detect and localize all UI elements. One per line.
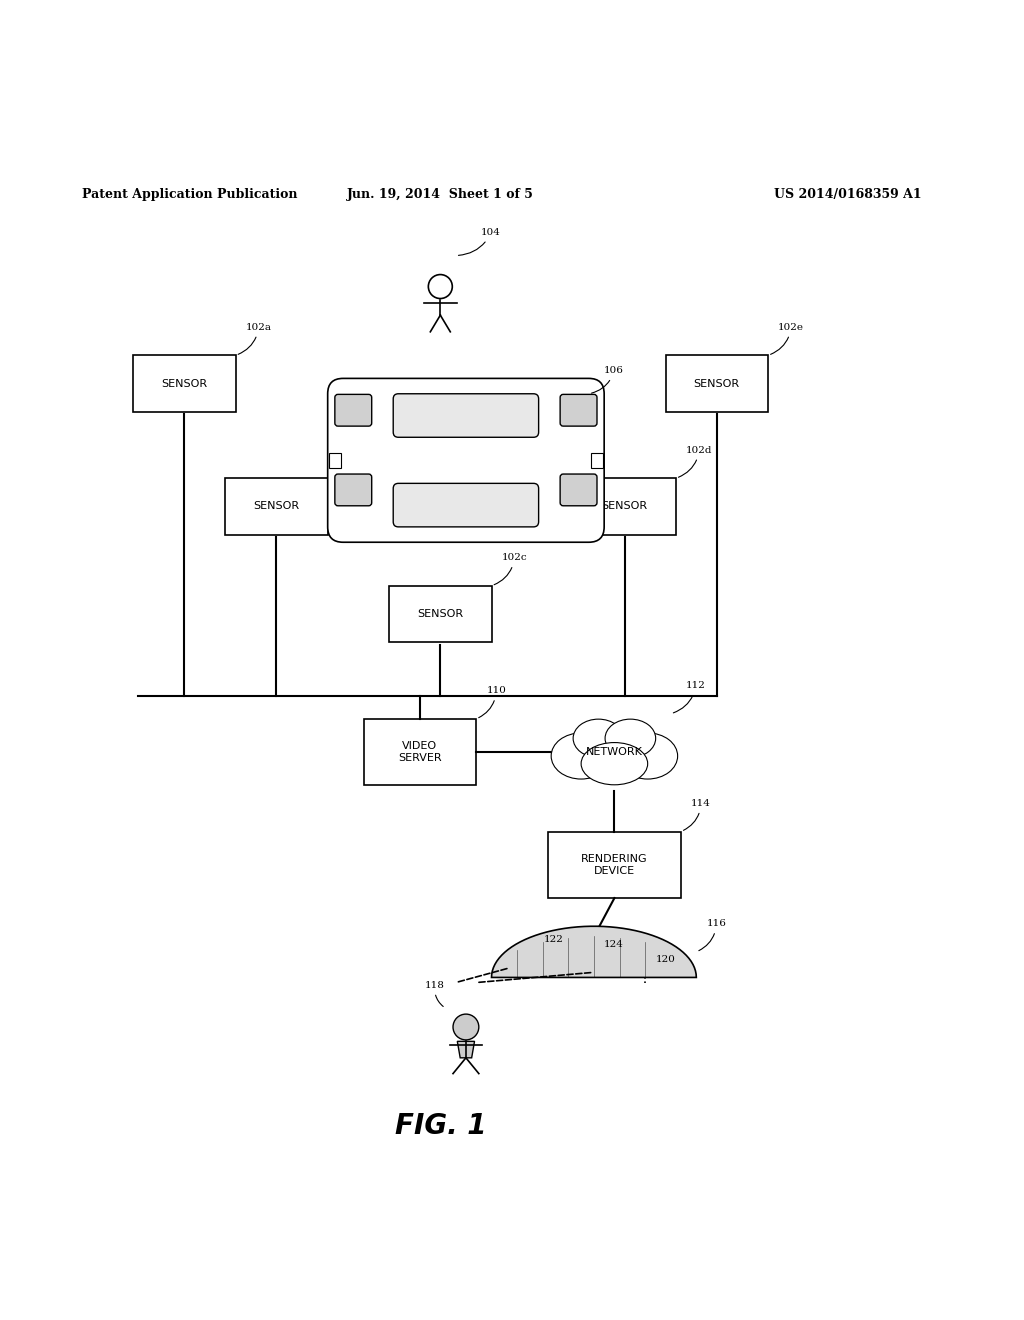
FancyBboxPatch shape	[548, 832, 681, 898]
Ellipse shape	[573, 719, 624, 758]
Text: 112: 112	[674, 681, 706, 713]
Text: 114: 114	[683, 799, 711, 830]
Text: RENDERING
DEVICE: RENDERING DEVICE	[581, 854, 648, 876]
Text: 110: 110	[478, 686, 506, 718]
FancyBboxPatch shape	[393, 393, 539, 437]
Text: 102e: 102e	[771, 323, 804, 354]
Text: 120: 120	[655, 956, 675, 964]
Text: SENSOR: SENSOR	[601, 502, 648, 511]
Polygon shape	[458, 1041, 474, 1057]
Text: 122: 122	[544, 935, 563, 944]
Text: 104: 104	[459, 228, 501, 255]
FancyBboxPatch shape	[389, 586, 492, 642]
Ellipse shape	[574, 725, 654, 779]
Text: US 2014/0168359 A1: US 2014/0168359 A1	[774, 187, 922, 201]
FancyBboxPatch shape	[560, 474, 597, 506]
Text: SENSOR: SENSOR	[161, 379, 208, 388]
Text: 116: 116	[698, 919, 726, 950]
Ellipse shape	[582, 743, 647, 785]
Text: Patent Application Publication: Patent Application Publication	[82, 187, 297, 201]
Text: SENSOR: SENSOR	[253, 502, 300, 511]
Text: NETWORK: NETWORK	[586, 747, 643, 758]
Ellipse shape	[551, 733, 611, 779]
Text: Jun. 19, 2014  Sheet 1 of 5: Jun. 19, 2014 Sheet 1 of 5	[347, 187, 534, 201]
Text: 102c: 102c	[495, 553, 527, 585]
Polygon shape	[492, 927, 696, 977]
FancyBboxPatch shape	[364, 719, 476, 785]
FancyBboxPatch shape	[328, 379, 604, 543]
Ellipse shape	[605, 719, 655, 758]
Text: 102a: 102a	[239, 323, 271, 354]
Text: SENSOR: SENSOR	[693, 379, 740, 388]
FancyBboxPatch shape	[133, 355, 236, 412]
Circle shape	[453, 1014, 479, 1040]
FancyBboxPatch shape	[329, 453, 341, 469]
FancyBboxPatch shape	[560, 395, 597, 426]
Text: 106: 106	[592, 366, 624, 393]
FancyBboxPatch shape	[225, 478, 328, 535]
Text: 124: 124	[604, 940, 624, 949]
Ellipse shape	[617, 733, 678, 779]
Text: 102d: 102d	[679, 446, 713, 478]
Text: 118: 118	[425, 981, 444, 1006]
Text: 102b: 102b	[331, 446, 365, 478]
FancyBboxPatch shape	[393, 483, 539, 527]
FancyBboxPatch shape	[666, 355, 768, 412]
FancyBboxPatch shape	[591, 453, 603, 469]
FancyBboxPatch shape	[573, 478, 676, 535]
Text: FIG. 1: FIG. 1	[394, 1111, 486, 1140]
FancyBboxPatch shape	[335, 474, 372, 506]
Text: SENSOR: SENSOR	[417, 609, 464, 619]
Text: VIDEO
SERVER: VIDEO SERVER	[398, 741, 441, 763]
FancyBboxPatch shape	[335, 395, 372, 426]
